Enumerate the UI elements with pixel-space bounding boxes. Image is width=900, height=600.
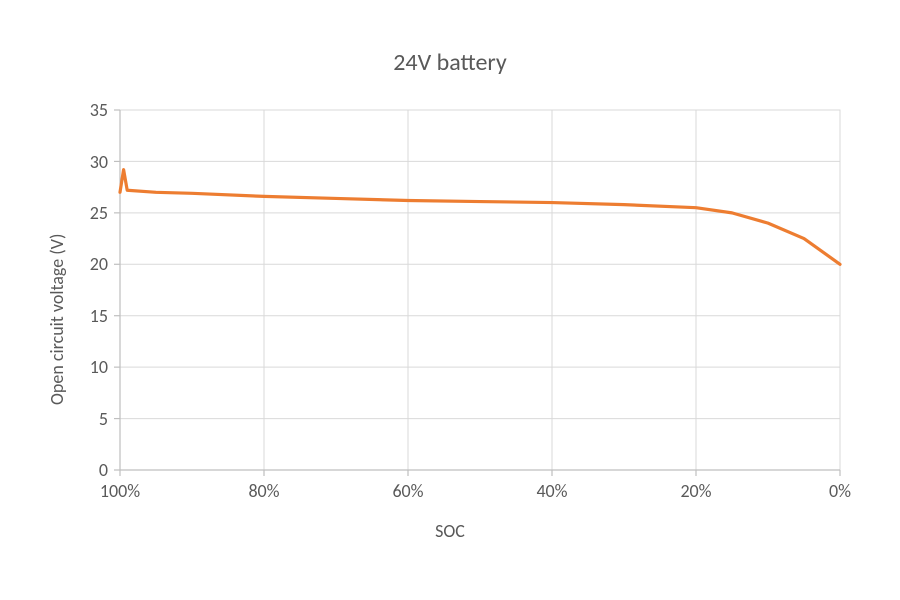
- y-tick-label: 0: [99, 459, 108, 481]
- chart-title: 24V battery: [0, 48, 900, 77]
- y-tick-label: 10: [90, 356, 108, 378]
- y-tick-label: 25: [90, 202, 108, 224]
- x-tick-label: 100%: [90, 480, 150, 502]
- x-tick-label: 80%: [234, 480, 294, 502]
- x-axis-title: SOC: [0, 520, 900, 542]
- y-tick-label: 20: [90, 253, 108, 275]
- y-tick-label: 30: [90, 151, 108, 173]
- y-tick-label: 15: [90, 305, 108, 327]
- x-tick-label: 0%: [810, 480, 870, 502]
- y-tick-label: 5: [99, 408, 108, 430]
- x-tick-label: 20%: [666, 480, 726, 502]
- chart-frame: 24V battery Open circuit voltage (V) SOC…: [0, 0, 900, 600]
- plot-svg: [120, 110, 840, 470]
- x-tick-label: 40%: [522, 480, 582, 502]
- y-axis-title: Open circuit voltage (V): [46, 234, 68, 405]
- plot-area: [120, 110, 840, 470]
- y-tick-label: 35: [90, 99, 108, 121]
- x-tick-label: 60%: [378, 480, 438, 502]
